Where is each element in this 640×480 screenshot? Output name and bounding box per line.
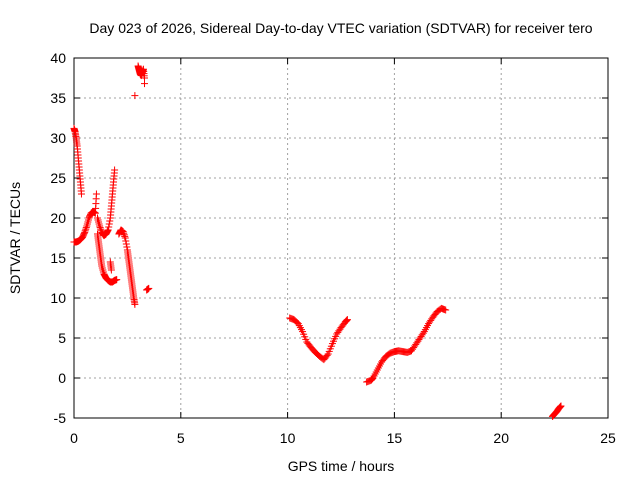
data-point (145, 284, 153, 292)
data-point (82, 225, 90, 233)
y-tick-label: 5 (58, 330, 66, 346)
data-point (131, 300, 139, 308)
data-point (122, 237, 130, 245)
y-tick-label: 20 (50, 210, 66, 226)
data-point (555, 404, 563, 412)
data-point (343, 316, 351, 324)
y-tick-label: 35 (50, 90, 66, 106)
x-axis-label: GPS time / hours (288, 458, 395, 474)
x-tick-label: 0 (70, 430, 78, 446)
data-point (121, 232, 129, 240)
data-point (323, 351, 331, 359)
data-points (70, 62, 565, 420)
data-point (131, 92, 139, 100)
x-tick-label: 25 (600, 430, 616, 446)
data-point (82, 224, 90, 232)
y-tick-label: 0 (58, 370, 66, 386)
data-point (96, 222, 104, 230)
data-point (77, 190, 85, 198)
data-point (556, 403, 564, 411)
y-tick-label: 15 (50, 250, 66, 266)
data-point (81, 228, 89, 236)
y-tick-label: -5 (54, 410, 67, 426)
data-point (105, 220, 113, 228)
data-point (78, 234, 86, 242)
data-point (122, 240, 130, 248)
data-point (107, 266, 115, 274)
data-point (140, 80, 148, 88)
x-tick-label: 10 (280, 430, 296, 446)
data-point (96, 224, 104, 232)
chart-title: Day 023 of 2026, Sidereal Day-to-day VTE… (89, 20, 592, 36)
data-point (442, 306, 450, 314)
data-point (120, 231, 128, 239)
x-tick-label: 5 (177, 430, 185, 446)
data-point (111, 166, 119, 174)
x-tick-label: 20 (493, 430, 509, 446)
x-tick-label: 15 (387, 430, 403, 446)
data-point (97, 225, 105, 233)
data-point (113, 276, 121, 284)
data-point (120, 229, 128, 237)
y-tick-label: 40 (50, 50, 66, 66)
data-point (105, 223, 113, 231)
data-point (123, 243, 131, 251)
data-point (92, 190, 100, 198)
data-point (556, 403, 564, 411)
y-axis-label: SDTVAR / TECUs (7, 182, 23, 294)
data-point (119, 228, 127, 236)
data-point (104, 227, 112, 235)
data-point (419, 329, 427, 337)
data-point (367, 376, 375, 384)
data-point (557, 402, 565, 410)
plot-area-border (73, 57, 609, 419)
data-point (343, 316, 351, 324)
y-tick-label: 10 (50, 290, 66, 306)
y-tick-label: 30 (50, 130, 66, 146)
data-point (81, 227, 89, 235)
data-point (106, 217, 114, 225)
data-point (342, 317, 350, 325)
data-point (104, 226, 112, 234)
y-tick-label: 25 (50, 170, 66, 186)
grid-lines (74, 58, 608, 418)
data-point (121, 234, 129, 242)
data-point (342, 317, 350, 325)
